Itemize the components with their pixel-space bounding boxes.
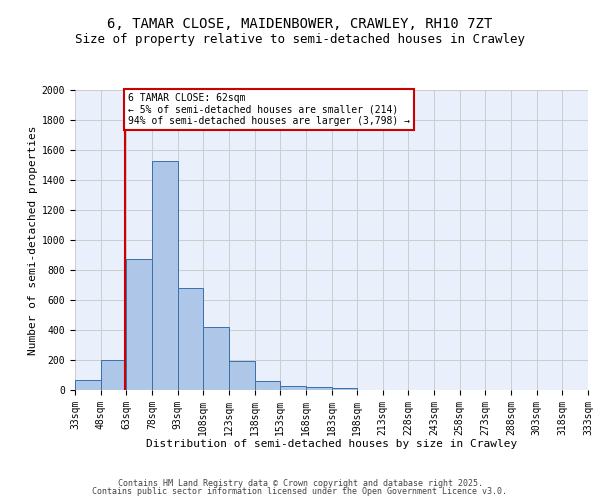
- Bar: [203, 327, 229, 390]
- Bar: [280, 386, 306, 390]
- Text: 6, TAMAR CLOSE, MAIDENBOWER, CRAWLEY, RH10 7ZT: 6, TAMAR CLOSE, MAIDENBOWER, CRAWLEY, RH…: [107, 18, 493, 32]
- X-axis label: Distribution of semi-detached houses by size in Crawley: Distribution of semi-detached houses by …: [146, 439, 517, 449]
- Y-axis label: Number of semi-detached properties: Number of semi-detached properties: [28, 125, 38, 355]
- Bar: [229, 361, 254, 390]
- Bar: [101, 360, 127, 390]
- Bar: [127, 259, 152, 390]
- Bar: [331, 388, 357, 390]
- Text: Contains HM Land Registry data © Crown copyright and database right 2025.: Contains HM Land Registry data © Crown c…: [118, 478, 482, 488]
- Bar: [306, 387, 331, 390]
- Text: 6 TAMAR CLOSE: 62sqm
← 5% of semi-detached houses are smaller (214)
94% of semi-: 6 TAMAR CLOSE: 62sqm ← 5% of semi-detach…: [128, 93, 410, 126]
- Bar: [75, 380, 101, 390]
- Text: Size of property relative to semi-detached houses in Crawley: Size of property relative to semi-detach…: [75, 32, 525, 46]
- Bar: [152, 160, 178, 390]
- Bar: [178, 288, 203, 390]
- Bar: [254, 381, 280, 390]
- Text: Contains public sector information licensed under the Open Government Licence v3: Contains public sector information licen…: [92, 487, 508, 496]
